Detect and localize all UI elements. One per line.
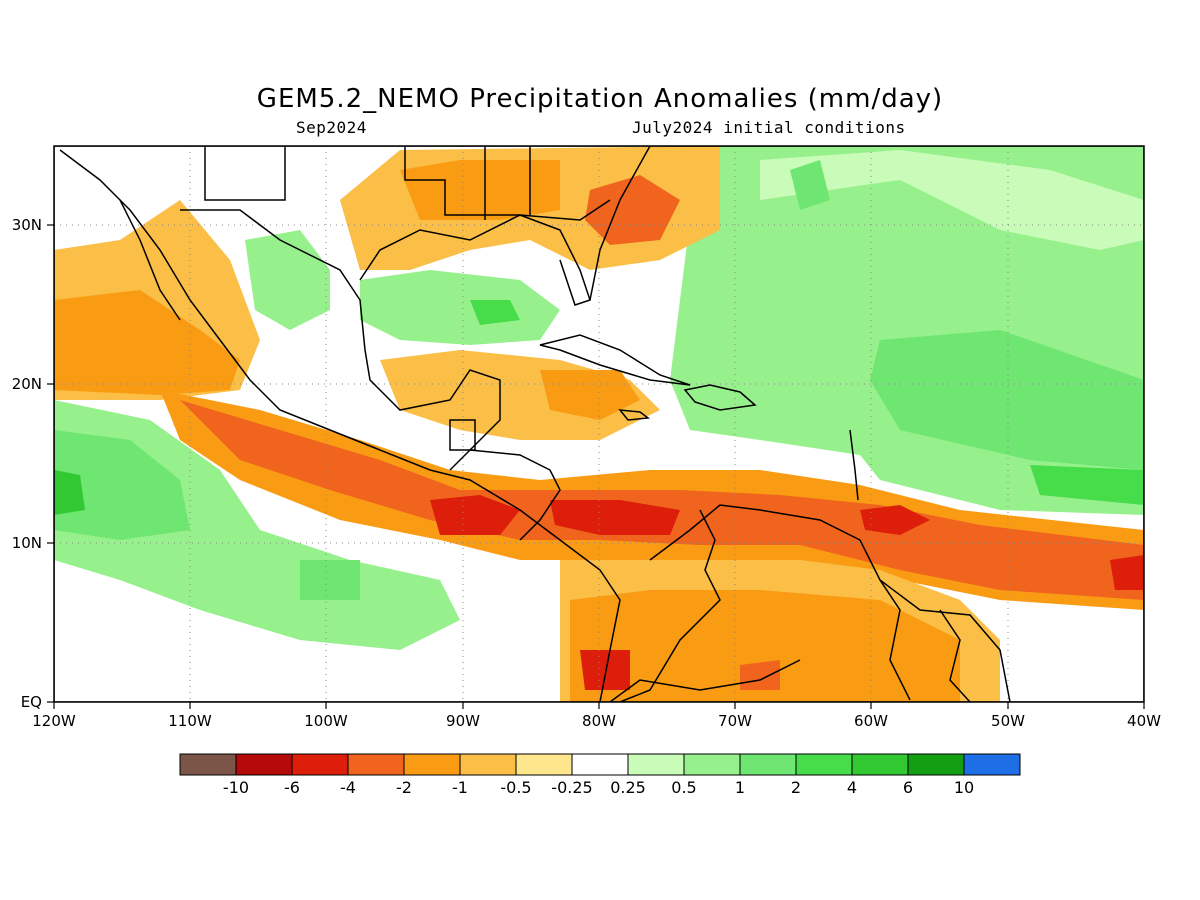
lon-label-100w: 100W bbox=[304, 712, 348, 730]
lon-label-40w: 40W bbox=[1127, 712, 1161, 730]
colorbar-swatch bbox=[459, 753, 517, 776]
map-title: GEM5.2_NEMO Precipitation Anomalies (mm/… bbox=[256, 84, 944, 114]
lat-label-20n: 20N bbox=[12, 375, 42, 393]
colorbar-swatch bbox=[179, 753, 237, 776]
lon-label-120w: 120W bbox=[32, 712, 76, 730]
lon-label-80w: 80W bbox=[582, 712, 616, 730]
colorbar-label: -10 bbox=[223, 778, 249, 797]
colorbar-label: 0.25 bbox=[610, 778, 646, 797]
colorbar-label: -0.5 bbox=[500, 778, 531, 797]
colorbar-label: 2 bbox=[791, 778, 801, 797]
colorbar-swatch bbox=[851, 753, 909, 776]
lon-label-60w: 60W bbox=[854, 712, 888, 730]
axis-ticks bbox=[47, 224, 1145, 709]
colorbar-swatch bbox=[627, 753, 685, 776]
lat-label-eq: EQ bbox=[21, 693, 42, 711]
colorbar-label: 0.5 bbox=[671, 778, 696, 797]
colorbar-label: 1 bbox=[735, 778, 745, 797]
valid-month: Sep2024 bbox=[296, 118, 367, 137]
colorbar-swatch bbox=[515, 753, 573, 776]
colorbar-label: 10 bbox=[954, 778, 974, 797]
colorbar-label: -2 bbox=[396, 778, 412, 797]
colorbar-label: -4 bbox=[340, 778, 356, 797]
colorbar-swatch bbox=[795, 753, 853, 776]
lat-label-10n: 10N bbox=[12, 534, 42, 552]
colorbar-swatch bbox=[571, 753, 629, 776]
colorbar-swatch bbox=[291, 753, 349, 776]
colorbar-swatch bbox=[963, 753, 1021, 776]
lat-label-30n: 30N bbox=[12, 216, 42, 234]
colorbar-label: 4 bbox=[847, 778, 857, 797]
init-conditions: July2024 initial conditions bbox=[632, 118, 906, 137]
colorbar-swatch bbox=[347, 753, 405, 776]
colorbar-label: -0.25 bbox=[551, 778, 592, 797]
colorbar-swatch bbox=[683, 753, 741, 776]
colorbar-swatch bbox=[739, 753, 797, 776]
colorbar-label: -6 bbox=[284, 778, 300, 797]
colorbar-label: 6 bbox=[903, 778, 913, 797]
colorbar-swatch bbox=[235, 753, 293, 776]
anomaly-field bbox=[54, 146, 1144, 702]
lon-label-90w: 90W bbox=[446, 712, 480, 730]
colorbar: -10 -6 -4 -2 -1 -0.5 -0.25 0.25 0.5 1 2 4 6 10 bbox=[179, 753, 1021, 797]
lon-label-50w: 50W bbox=[991, 712, 1025, 730]
colorbar-swatch bbox=[907, 753, 965, 776]
lon-label-110w: 110W bbox=[168, 712, 212, 730]
colorbar-swatch bbox=[403, 753, 461, 776]
colorbar-label: -1 bbox=[452, 778, 468, 797]
lon-label-70w: 70W bbox=[718, 712, 752, 730]
coastlines bbox=[59, 146, 1011, 702]
